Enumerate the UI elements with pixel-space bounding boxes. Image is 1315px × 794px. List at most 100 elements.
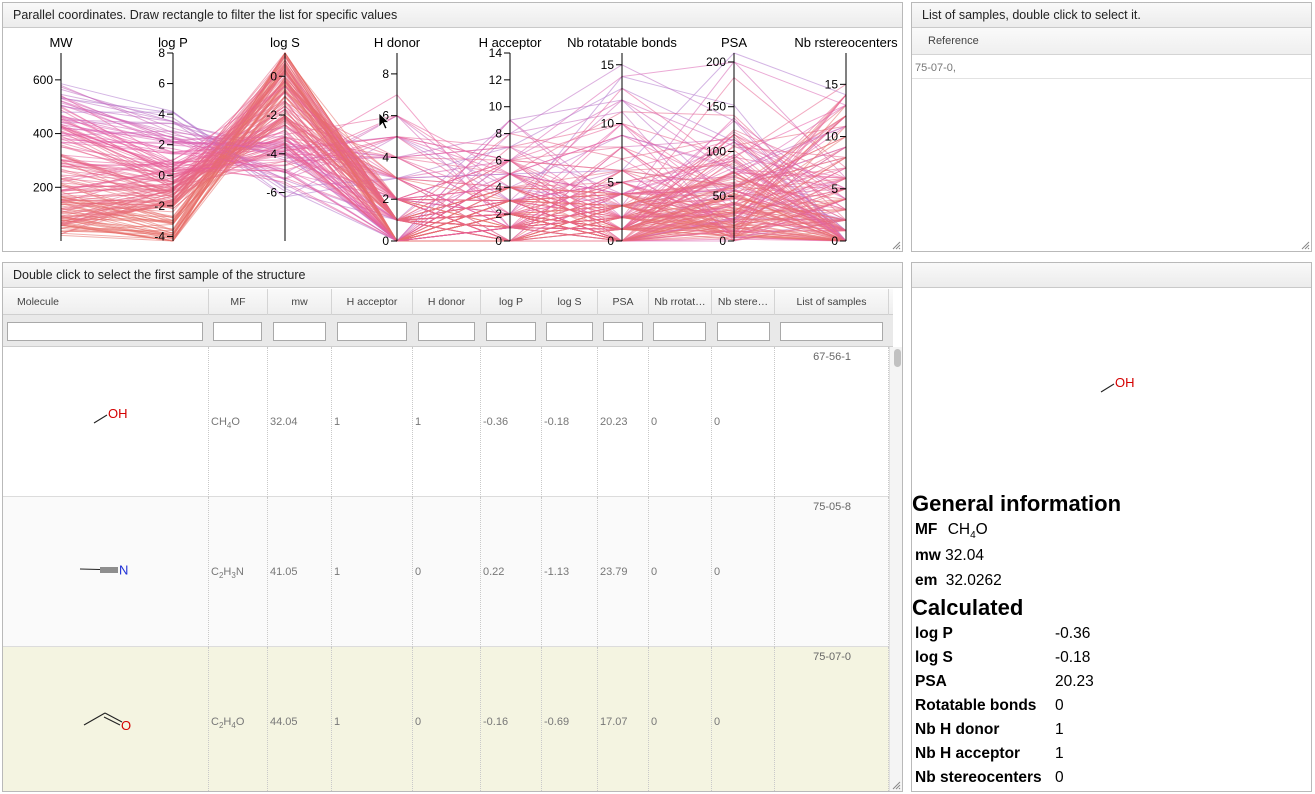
mouse-cursor-icon bbox=[378, 112, 391, 130]
calculated-title: Calculated bbox=[912, 595, 1024, 620]
filter-log-p-input[interactable] bbox=[486, 322, 536, 341]
cell-h-acceptor: 1 bbox=[332, 647, 413, 791]
tick-label: 150 bbox=[706, 100, 726, 114]
column-header-log-p[interactable]: log P bbox=[481, 289, 542, 315]
filter-molecule-input[interactable] bbox=[7, 322, 203, 341]
axis-6[interactable]: PSA 0 50 100 150 200 bbox=[706, 35, 747, 248]
axis-3[interactable]: H donor 0 2 4 6 8 bbox=[374, 35, 421, 248]
cell-mf: C2H3N bbox=[209, 497, 268, 647]
cell-mw: 44.05 bbox=[268, 647, 332, 791]
filter-h-donor-input[interactable] bbox=[418, 322, 475, 341]
cell-value: 0 bbox=[415, 716, 422, 728]
data-line bbox=[60, 64, 847, 242]
sample-id[interactable]: 75-07-0 bbox=[813, 651, 851, 663]
data-line bbox=[60, 81, 847, 242]
column-header-h-acceptor[interactable]: H acceptor bbox=[332, 289, 413, 315]
cell-log-p: -0.16 bbox=[481, 647, 542, 791]
sample-row[interactable]: 75-07-0, bbox=[912, 55, 1311, 79]
axis-7[interactable]: Nb rstereocenters 0 5 10 15 bbox=[794, 35, 898, 248]
sample-id[interactable]: 75-05-8 bbox=[813, 501, 851, 513]
axis-2[interactable]: log S -6 -4 -2 0 bbox=[266, 35, 300, 241]
data-line bbox=[60, 80, 847, 242]
data-line bbox=[60, 52, 847, 198]
data-line bbox=[60, 115, 847, 242]
tick-label: 14 bbox=[489, 46, 503, 60]
axis-1[interactable]: log P -4 -2 0 2 4 6 8 bbox=[154, 35, 187, 243]
mw-value: 32.04 bbox=[945, 547, 984, 564]
cell-value: 0 bbox=[714, 716, 721, 728]
column-header-samples[interactable]: List of samples bbox=[775, 289, 889, 315]
calculated-value: 1 bbox=[1055, 721, 1064, 738]
data-line bbox=[60, 114, 847, 230]
tick-label: 0 bbox=[382, 234, 389, 248]
data-line bbox=[60, 122, 847, 242]
cell-value: 44.05 bbox=[270, 716, 298, 728]
cell-h-donor: 1 bbox=[413, 347, 481, 497]
cell-stereo: 0 bbox=[712, 347, 775, 497]
filter-samples-input[interactable] bbox=[780, 322, 883, 341]
cell-samples: 75-07-0 bbox=[775, 647, 889, 791]
reference-column-header[interactable]: Reference bbox=[912, 28, 1311, 55]
data-line bbox=[60, 76, 847, 242]
axis-title: H donor bbox=[374, 35, 421, 50]
filter-mw-input[interactable] bbox=[273, 322, 326, 341]
cell-log-p: -0.36 bbox=[481, 347, 542, 497]
tick-label: 2 bbox=[158, 138, 165, 152]
resize-grip-icon[interactable] bbox=[892, 781, 901, 790]
axis-5[interactable]: Nb rotatable bonds 0 5 10 15 bbox=[567, 35, 677, 248]
data-line bbox=[60, 99, 847, 242]
column-header-stereo[interactable]: Nb stere… bbox=[712, 289, 775, 315]
column-header-log-s[interactable]: log S bbox=[542, 289, 598, 315]
cell-rotatable: 0 bbox=[649, 647, 712, 791]
resize-grip-icon[interactable] bbox=[1301, 241, 1310, 250]
cell-value: -0.16 bbox=[483, 716, 509, 728]
filter-log-s-input[interactable] bbox=[546, 322, 593, 341]
filter-rotatable-input[interactable] bbox=[653, 322, 706, 341]
cell-log-s: -0.69 bbox=[542, 647, 598, 791]
mw-row: mw 32.04 bbox=[915, 547, 984, 565]
cell-value: -1.13 bbox=[544, 566, 570, 578]
column-header-mf[interactable]: MF bbox=[209, 289, 268, 315]
sample-id[interactable]: 67-56-1 bbox=[813, 351, 851, 363]
data-line bbox=[60, 126, 847, 242]
cell-mf: C2H4O bbox=[209, 647, 268, 791]
em-label: em bbox=[915, 572, 938, 589]
table-body: OH CH4O 32.04 1 1 -0.36 -0.18 20.23 0 0 67-56-1 N C2… bbox=[3, 347, 889, 791]
column-header-h-donor[interactable]: H donor bbox=[413, 289, 481, 315]
axis-title: log S bbox=[270, 35, 300, 50]
column-header-mw[interactable]: mw bbox=[268, 289, 332, 315]
scroll-thumb[interactable] bbox=[894, 349, 901, 367]
molecule-table-panel: Double click to select the first sample … bbox=[2, 262, 903, 792]
axis-4[interactable]: H acceptor 0 2 4 6 8 10 12 14 bbox=[479, 35, 543, 248]
table-row[interactable]: O C2H4O 44.05 1 0 -0.16 -0.69 17.07 0 0 75-07-0 bbox=[3, 647, 889, 791]
mf-label: MF bbox=[915, 521, 938, 538]
tick-label: 4 bbox=[158, 107, 165, 121]
table-row[interactable]: OH CH4O 32.04 1 1 -0.36 -0.18 20.23 0 0 67-56-1 bbox=[3, 347, 889, 497]
column-header-molecule[interactable]: Molecule bbox=[3, 289, 209, 315]
cell-h-donor: 0 bbox=[413, 647, 481, 791]
column-header-rotatable[interactable]: Nb rrotat… bbox=[649, 289, 712, 315]
molecule-structure: N bbox=[79, 563, 128, 578]
axis-0[interactable]: MW 200 400 600 bbox=[33, 35, 73, 241]
tick-label: 6 bbox=[158, 77, 165, 91]
filter-mf-input[interactable] bbox=[213, 322, 262, 341]
cell-value: 41.05 bbox=[270, 566, 298, 578]
panel-title: List of samples, double click to select … bbox=[912, 3, 1311, 28]
data-line bbox=[60, 105, 847, 242]
cell-samples: 75-05-8 bbox=[775, 497, 889, 647]
tick-label: 8 bbox=[158, 46, 165, 60]
tick-label: 0 bbox=[495, 234, 502, 248]
filter-stereo-input[interactable] bbox=[717, 322, 770, 341]
filter-h-acceptor-input[interactable] bbox=[337, 322, 407, 341]
molecule-structure: OH bbox=[1100, 375, 1135, 393]
resize-grip-icon[interactable] bbox=[892, 241, 901, 250]
column-header-psa[interactable]: PSA bbox=[598, 289, 649, 315]
filter-psa-input[interactable] bbox=[603, 322, 643, 341]
data-line bbox=[60, 94, 847, 237]
mf-value: CH4O bbox=[947, 521, 988, 542]
table-row[interactable]: N C2H3N 41.05 1 0 0.22 -1.13 23.79 0 0 75-05-8 bbox=[3, 497, 889, 647]
table-scrollbar[interactable] bbox=[889, 347, 902, 791]
tick-label: 200 bbox=[33, 180, 53, 194]
data-line bbox=[60, 90, 847, 228]
